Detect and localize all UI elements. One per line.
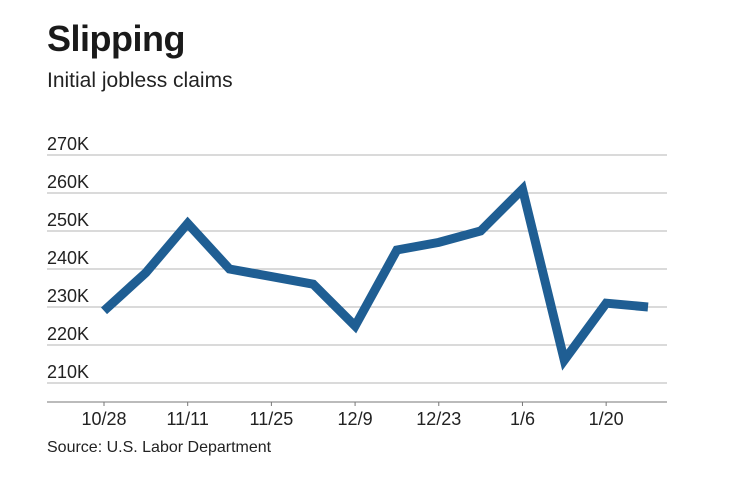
chart-source: Source: U.S. Labor Department — [47, 439, 272, 456]
y-tick-label: 230K — [47, 286, 89, 306]
y-tick-label: 270K — [47, 134, 89, 154]
x-tick-label: 11/25 — [250, 409, 294, 429]
x-tick-label: 1/6 — [510, 409, 535, 429]
chart-subtitle: Initial jobless claims — [47, 69, 233, 92]
y-axis-tick-labels: 210K 220K 230K 240K 250K 260K 270K — [47, 134, 89, 382]
y-tick-label: 250K — [47, 210, 89, 230]
x-tick-label: 12/23 — [416, 409, 461, 429]
y-tick-label: 220K — [47, 324, 89, 344]
x-tick-label: 11/11 — [167, 409, 209, 429]
y-tick-label: 240K — [47, 248, 89, 268]
x-tick-label: 12/9 — [338, 409, 373, 429]
x-axis-tick-labels: 10/28 11/11 11/25 12/9 12/23 1/6 1/20 — [81, 402, 624, 429]
y-tick-label: 260K — [47, 172, 89, 192]
y-tick-label: 210K — [47, 362, 89, 382]
x-tick-label: 1/20 — [589, 409, 624, 429]
series-line — [100, 180, 649, 371]
x-tick-label: 10/28 — [81, 409, 126, 429]
gridlines — [47, 154, 667, 403]
series-group — [100, 180, 649, 371]
chart-title: Slipping — [47, 18, 185, 59]
